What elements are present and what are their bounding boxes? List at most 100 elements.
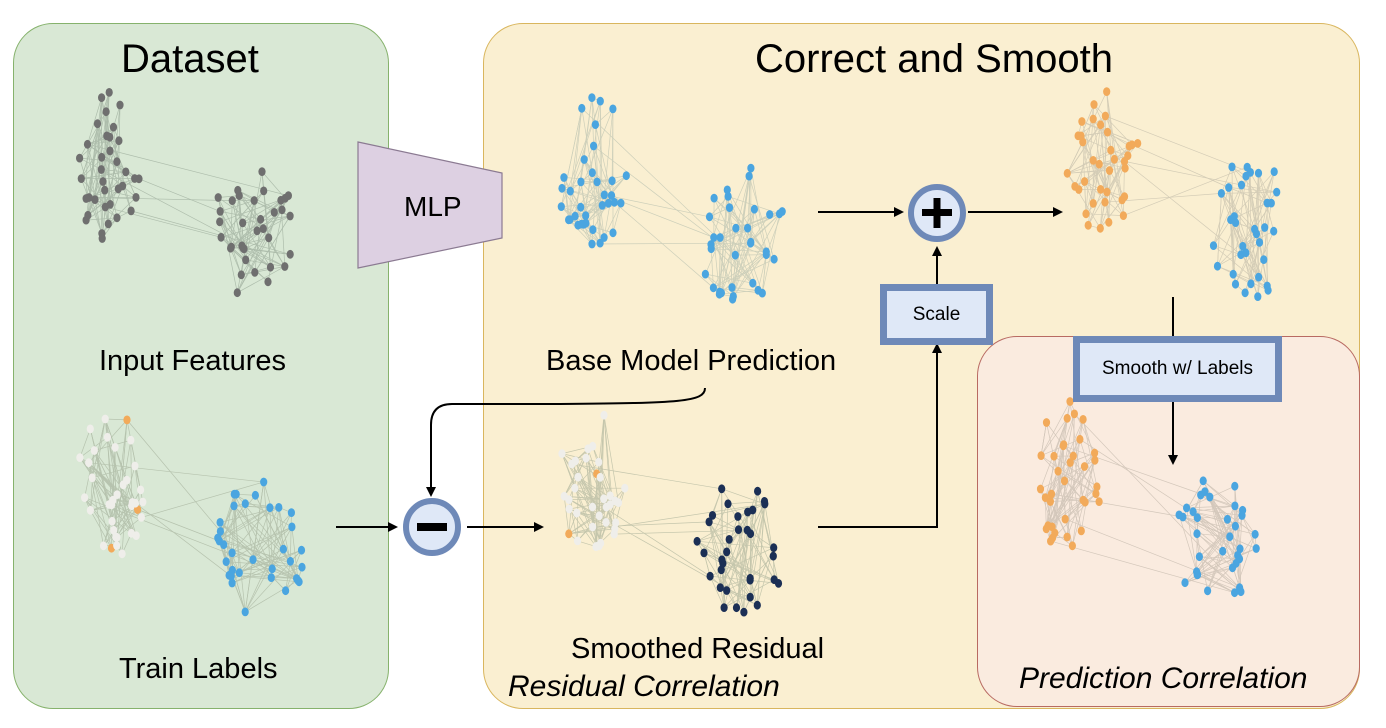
graph-node <box>1091 448 1099 458</box>
graph-node <box>1121 163 1129 173</box>
graph-node <box>589 522 597 532</box>
graph-node <box>1223 514 1231 524</box>
graph-node <box>1193 529 1201 539</box>
graph-node <box>710 233 718 242</box>
graph-node <box>1090 100 1098 109</box>
graph-node <box>258 167 266 177</box>
graph-node <box>588 239 596 249</box>
graph-node <box>732 603 741 613</box>
graph-node <box>1228 162 1236 172</box>
graph-node <box>86 505 94 515</box>
graph-node <box>589 225 597 235</box>
graph-node <box>1231 481 1239 491</box>
graph-node <box>93 119 102 129</box>
graph-node <box>228 578 236 588</box>
graph-node <box>580 155 588 164</box>
graph-node <box>1093 482 1101 492</box>
graph-node <box>1247 279 1255 289</box>
graph-node <box>97 165 105 174</box>
graph-node <box>1229 269 1237 279</box>
graph-node <box>127 206 135 216</box>
graph-node <box>1263 281 1271 291</box>
graph-node <box>1041 493 1049 502</box>
graph-node <box>116 100 124 110</box>
graph-node <box>266 503 274 513</box>
graph-node <box>1081 177 1089 186</box>
graph-node <box>102 107 110 117</box>
arrow-residual-to-scale <box>818 343 942 528</box>
input-features-graph <box>76 88 294 298</box>
graph-node <box>1119 211 1127 221</box>
graph-node <box>214 193 222 202</box>
graph-node <box>1204 586 1212 596</box>
graph-node <box>1070 409 1078 419</box>
graph-node <box>90 446 98 455</box>
graph-group <box>76 87 1281 617</box>
graph-node <box>700 548 708 558</box>
graph-node <box>216 207 224 216</box>
graph-node <box>577 177 585 187</box>
graph-node <box>1226 532 1234 542</box>
graph-node <box>750 204 759 214</box>
graph-node <box>1183 503 1191 513</box>
minus-icon <box>417 523 447 531</box>
graph-node <box>589 441 597 451</box>
graph-node <box>754 285 762 295</box>
graph-node <box>558 183 566 193</box>
graph-node <box>596 96 604 106</box>
graph-node <box>1071 182 1079 191</box>
graph-node <box>1237 180 1246 190</box>
graph-node <box>286 556 294 566</box>
graph-node <box>693 536 701 546</box>
input-features-label: Input Features <box>99 345 286 377</box>
graph-node <box>119 480 127 490</box>
graph-node <box>565 529 573 539</box>
graph-node <box>577 202 585 212</box>
graph-node <box>282 586 290 596</box>
graph-node <box>724 499 732 509</box>
graph-node <box>281 262 289 271</box>
graph-node <box>557 202 565 212</box>
graph-node <box>1047 489 1056 499</box>
graph-node <box>1252 544 1260 553</box>
graph-node <box>1232 558 1240 568</box>
graph-node <box>266 262 275 272</box>
graph-node <box>1206 492 1214 502</box>
graph-node <box>1134 139 1142 148</box>
graph-node <box>232 489 240 499</box>
graph-node <box>710 193 718 203</box>
graph-node <box>1063 532 1071 542</box>
graph-node <box>582 453 590 463</box>
graph-node <box>1195 552 1203 562</box>
graph-node <box>611 496 619 506</box>
graph-node <box>242 255 250 265</box>
graph-node <box>1246 168 1254 177</box>
graph-node <box>1036 484 1045 494</box>
graph-node <box>621 483 629 493</box>
graph-node <box>600 494 608 504</box>
graph-node <box>595 541 603 551</box>
graph-node <box>593 177 601 187</box>
graph-node <box>729 292 737 301</box>
graph-node <box>609 228 617 238</box>
graph-node <box>1082 209 1090 219</box>
graph-node <box>268 564 276 574</box>
graph-node <box>716 233 724 242</box>
graph-node <box>1254 292 1262 301</box>
graph-node <box>1251 529 1259 539</box>
graph-node <box>609 104 617 114</box>
graph-node <box>1091 455 1099 465</box>
graph-node <box>1078 117 1086 126</box>
graph-node <box>286 211 294 221</box>
graph-node <box>588 168 596 178</box>
graph-node <box>113 541 121 550</box>
graph-node <box>1219 546 1227 556</box>
graph-node <box>99 541 108 551</box>
graph-node <box>1231 501 1239 511</box>
graph-node <box>578 103 586 113</box>
graph-node <box>778 207 786 216</box>
graph-node <box>1069 451 1077 461</box>
graph-node <box>293 574 301 583</box>
graph-node <box>113 157 121 167</box>
graph-node <box>769 551 777 561</box>
